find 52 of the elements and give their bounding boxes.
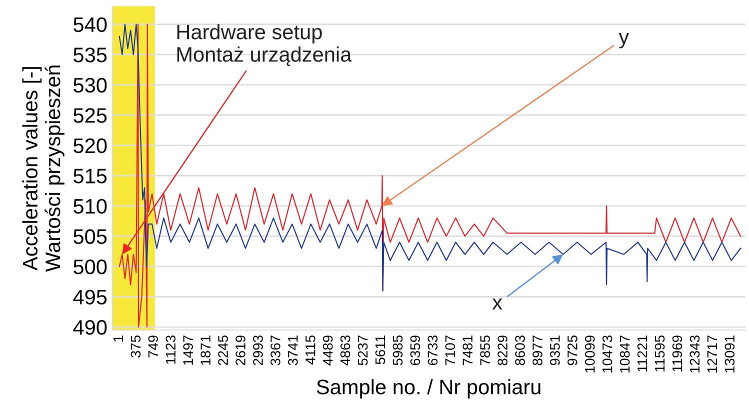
y-tick-label: 535 [74,48,107,62]
x-tick-label: 2619 [236,336,246,366]
x-axis-title: Sample no. / Nr pomiaru [316,379,540,399]
y-tick-label: 495 [73,290,107,305]
annotation: Hardware setup Montaż urządzenia [177,24,352,66]
x-tick-label: 10099 [584,336,595,372]
x-tick-label: 4115 [306,335,316,364]
y-tick-label: 500 [74,259,107,274]
x-tick-label: 2993 [253,336,263,366]
x-tick-label: 9725 [567,335,578,366]
x-tick-label: 7855 [480,335,490,366]
x-tick-label: 12717 [707,336,717,372]
x-tick-label: 6733 [428,336,438,366]
annotation: x [492,298,502,310]
x-tick-label: 4489 [322,336,333,366]
x-tick-label: 11221 [637,336,648,372]
x-tick-label: 4863 [340,336,350,366]
x-tick-label: 3367 [270,336,280,366]
x-tick-label: 1 [113,336,123,342]
x-tick-label: 10847 [620,336,630,372]
x-tick-label: 7481 [462,336,473,366]
x-tick-label: 5611 [375,336,386,364]
x-tick-label: 8977 [532,336,542,366]
annotation: y [618,32,630,48]
x-tick-label: 11595 [654,335,665,372]
x-tick-label: 13091 [724,336,735,372]
x-tick-label: 12343 [690,336,700,372]
y-tick-label: 530 [74,78,107,93]
x-tick-label: 1871 [200,336,210,365]
x-tick-label: 2245 [218,335,228,366]
x-tick-label: 5237 [358,336,368,366]
y-tick-label: 490 [73,320,107,335]
y-tick-label: 505 [74,229,107,244]
x-tick-label: 1123 [166,336,176,364]
y-tick-label: 510 [74,198,107,214]
x-tick-label: 3741 [288,336,298,366]
y-axis-title: Acceleration values [-] Wartości przyspieszeń [22,66,64,272]
y-tick-label: 540 [74,17,107,32]
x-tick-label: 9351 [550,336,560,366]
x-tick-label: 8603 [515,336,525,366]
x-tick-label: 8229 [498,336,508,366]
x-tick-label: 749 [148,336,158,358]
y-tick-label: 520 [74,138,107,154]
x-tick-label: 1497 [183,336,194,365]
x-tick-label: 10473 [602,336,612,372]
x-tick-label: 5985 [392,335,403,366]
x-tick-label: 7107 [445,336,456,366]
y-tick-label: 525 [74,108,107,123]
x-tick-label: 375 [130,335,141,358]
x-tick-label: 6359 [410,336,420,366]
x-tick-label: 11969 [672,336,682,372]
y-tick-label: 515 [74,168,107,184]
